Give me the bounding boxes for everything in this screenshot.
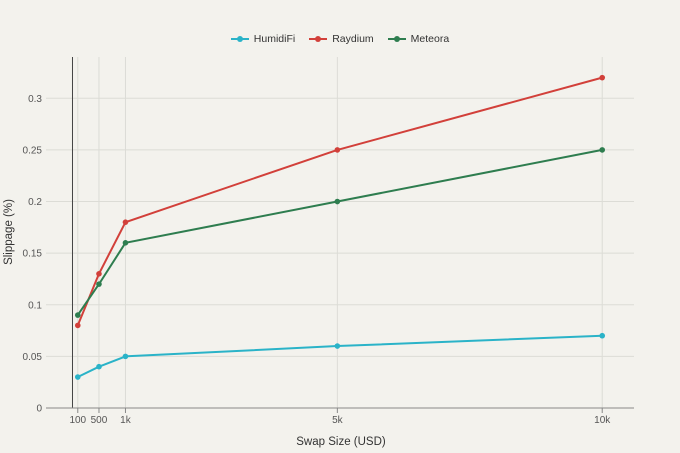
data-point-raydium — [334, 147, 341, 153]
legend-label-raydium: Raydium — [332, 33, 374, 45]
data-point-raydium — [74, 322, 81, 329]
data-point-humidifi — [334, 343, 341, 349]
y-axis-label: Slippage (%) — [3, 199, 15, 265]
data-point-raydium — [96, 270, 102, 277]
legend-item-raydium[interactable]: Raydium — [309, 33, 374, 45]
y-tick-label: 0.15 — [23, 249, 43, 260]
series-line-meteora — [76, 148, 603, 316]
axes: 0 0.05 0.1 0.15 0.2 0.25 0.3 100 500 1k 5k 10k — [23, 57, 634, 426]
data-point-meteora — [74, 312, 81, 318]
data-point-meteora — [599, 147, 606, 153]
x-tick-label: 5k — [332, 415, 344, 426]
y-tick-label: 0.25 — [23, 145, 43, 156]
data-point-meteora — [96, 281, 102, 287]
data-point-humidifi — [122, 353, 129, 360]
data-point-humidifi — [74, 374, 81, 380]
x-tick-label: 10k — [594, 415, 611, 426]
data-point-humidifi — [599, 332, 606, 339]
y-tick-label: 0 — [36, 404, 42, 415]
series-lines — [74, 74, 606, 380]
data-point-meteora — [334, 198, 341, 205]
legend-swatch-raydium — [309, 34, 328, 44]
legend-item-meteora[interactable]: Meteora — [387, 33, 450, 45]
legend-label-humidifi: HumidiFi — [253, 33, 296, 45]
y-tick-label: 0.2 — [28, 197, 42, 208]
data-point-humidifi — [96, 363, 102, 370]
x-tick-label: 100 — [69, 415, 86, 426]
chart-legend: HumidiFi Raydium Meteora — [0, 33, 680, 45]
grid-lines — [46, 57, 634, 408]
data-point-raydium — [599, 74, 606, 81]
x-tick-label: 500 — [91, 415, 108, 426]
data-point-meteora — [122, 240, 129, 246]
legend-item-humidifi[interactable]: HumidiFi — [230, 33, 296, 45]
legend-swatch-meteora — [387, 34, 406, 44]
x-tick-label: 1k — [120, 415, 132, 426]
legend-label-meteora: Meteora — [410, 33, 450, 45]
x-axis-label: Swap Size (USD) — [296, 436, 386, 448]
data-point-raydium — [122, 219, 129, 225]
legend-swatch-humidifi — [230, 34, 249, 44]
y-tick-label: 0.3 — [28, 94, 42, 105]
y-tick-label: 0.1 — [28, 300, 42, 311]
y-tick-label: 0.05 — [23, 352, 43, 363]
